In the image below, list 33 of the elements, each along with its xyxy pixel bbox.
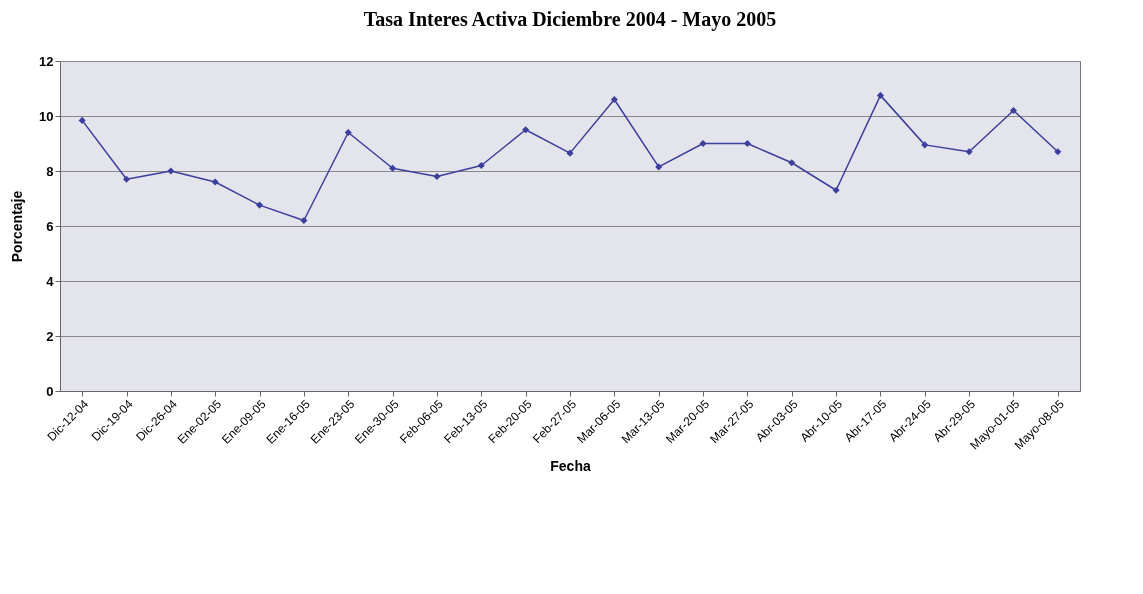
point <box>655 163 663 171</box>
y-tick-label: 4 <box>46 273 55 289</box>
point <box>610 95 618 104</box>
point <box>743 139 751 148</box>
point <box>433 172 441 181</box>
y-tick-label: 6 <box>46 218 54 234</box>
point <box>566 149 574 157</box>
point <box>788 159 796 167</box>
point <box>477 161 485 170</box>
point <box>965 148 973 156</box>
chart-title: Tasa Interes Activa Diciembre 2004 - Mayo 2005 <box>363 8 777 31</box>
point <box>921 141 929 149</box>
point <box>211 178 219 186</box>
y-tick-label: 0 <box>46 383 54 399</box>
x-axis-title: Fecha <box>550 457 591 474</box>
point <box>344 128 352 137</box>
y-axis-title: Porcentaje <box>9 190 26 263</box>
point <box>699 139 707 148</box>
point <box>1054 148 1062 156</box>
point <box>78 116 86 124</box>
y-tick-label: 10 <box>39 108 54 124</box>
y-tick-label: 2 <box>46 328 54 344</box>
point <box>522 126 530 134</box>
y-tick-label: 12 <box>39 53 54 69</box>
point <box>1009 106 1018 115</box>
point <box>389 164 397 172</box>
point <box>167 167 175 175</box>
point <box>832 186 840 194</box>
y-tick-label: 8 <box>46 163 54 179</box>
point <box>300 216 308 225</box>
point <box>122 175 131 183</box>
point <box>256 201 264 209</box>
point <box>876 91 884 99</box>
